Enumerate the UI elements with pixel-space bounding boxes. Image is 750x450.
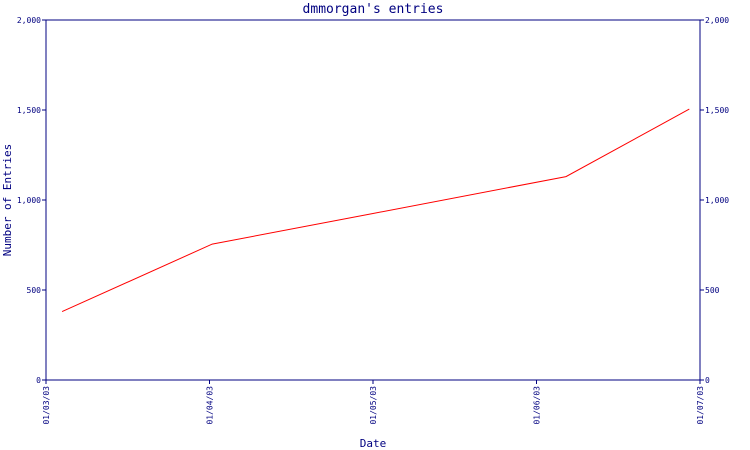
- y-tick-label-right: 1,000: [705, 196, 729, 205]
- y-tick-label-left: 0: [36, 376, 41, 385]
- y-tick-label-left: 1,500: [17, 106, 41, 115]
- entries-series-line: [61, 108, 690, 313]
- x-axis-label: Date: [360, 437, 387, 450]
- plot-frame: [45, 19, 701, 381]
- y-tick-label-right: 0: [705, 376, 710, 385]
- y-tick-label-right: 500: [705, 286, 720, 295]
- y-tick-label-right: 2,000: [705, 16, 729, 25]
- series-layer: [61, 108, 690, 313]
- x-tick-label: 01/05/03: [369, 386, 378, 425]
- x-tick-label: 01/07/03: [696, 386, 705, 425]
- y-tick-label-left: 1,000: [17, 196, 41, 205]
- y-tick-label-right: 1,500: [705, 106, 729, 115]
- x-tick-label: 01/04/03: [206, 386, 215, 425]
- y-tick-label-left: 500: [27, 286, 42, 295]
- y-axis-label: Number of Entries: [1, 144, 14, 257]
- x-tick-label: 01/03/03: [42, 386, 51, 425]
- ticks-layer: 0 0 500 500 1,000 1,000 1,500 1,500 2,000 2,000 01…: [17, 16, 729, 425]
- chart-title: dmmorgan's entries: [303, 2, 444, 17]
- x-tick-label: 01/06/03: [533, 386, 542, 425]
- y-tick-label-left: 2,000: [17, 16, 41, 25]
